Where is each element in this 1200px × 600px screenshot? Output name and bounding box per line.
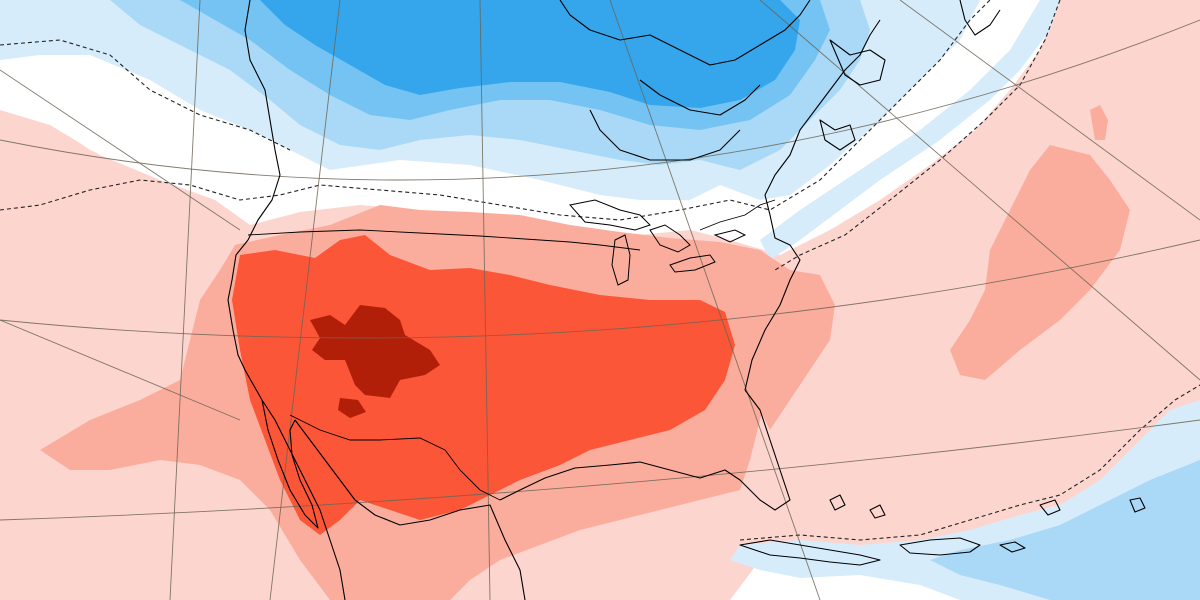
cold-anomaly-region-4 (260, 0, 800, 108)
zero-contour-upper (0, 39, 291, 151)
cold-anomaly-region-1-east (760, 0, 1060, 260)
warm-anomaly-region-atlantic-2 (1090, 105, 1108, 140)
caribbean-islands (739, 494, 1146, 566)
warm-anomaly-region-extreme (310, 305, 440, 398)
political-borders (247, 199, 776, 501)
warm-anomaly-region-east-coast (760, 270, 835, 430)
warm-anomaly-region-extreme-2 (338, 398, 366, 418)
cold-anomaly-region-south-2 (930, 460, 1200, 600)
warm-anomaly-region-atlantic (950, 145, 1130, 380)
zero-contour-north (0, 0, 991, 221)
zero-contour-east (774, 0, 1061, 271)
coastlines (227, 0, 1001, 600)
great-lakes (569, 199, 747, 286)
zero-contour-south (739, 384, 1200, 541)
